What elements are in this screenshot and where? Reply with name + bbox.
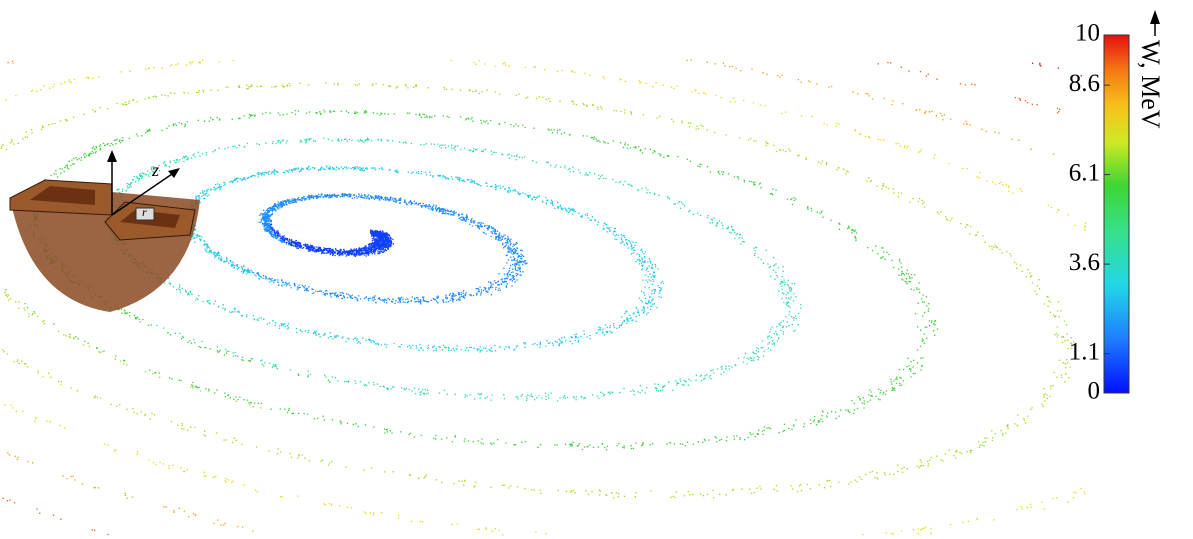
arrow-head xyxy=(107,150,117,162)
particle-dots xyxy=(167,165,665,353)
colorbar-tick-label: 3.6 xyxy=(1069,249,1100,276)
colorbar-tick-label: 10 xyxy=(1075,20,1100,47)
colorbar-tick-label: 1.1 xyxy=(1069,338,1100,365)
colorbar-label: W, MeV xyxy=(1136,40,1165,129)
r-axis xyxy=(111,171,176,216)
source xyxy=(135,207,155,221)
particle-dots xyxy=(0,82,1075,499)
colorbar-ramp xyxy=(1103,34,1130,394)
particle-dots xyxy=(2,61,1061,536)
dee-slot xyxy=(30,186,95,205)
colorbar-tick-label: 6.1 xyxy=(1069,159,1100,186)
axis-label: z xyxy=(151,160,159,180)
particle-dots xyxy=(1032,62,1082,77)
axis-label: r xyxy=(142,205,147,219)
particle-cloud xyxy=(0,59,1087,536)
colorbar-tick-label: 8.6 xyxy=(1069,70,1100,97)
arrow-head xyxy=(1150,10,1160,24)
particle-dots xyxy=(4,59,1087,536)
cyclotron-dee xyxy=(9,179,200,312)
colorbar: W, MeV 0 1.1 3.6 6.1 8.6 10 xyxy=(1069,10,1165,405)
particle-dots xyxy=(217,193,528,305)
particle-dots xyxy=(269,219,394,257)
axes-triad xyxy=(107,150,180,216)
colorbar-tick-label: 0 xyxy=(1088,378,1101,405)
particle-dots xyxy=(7,59,1055,532)
arrow-head xyxy=(168,168,180,178)
